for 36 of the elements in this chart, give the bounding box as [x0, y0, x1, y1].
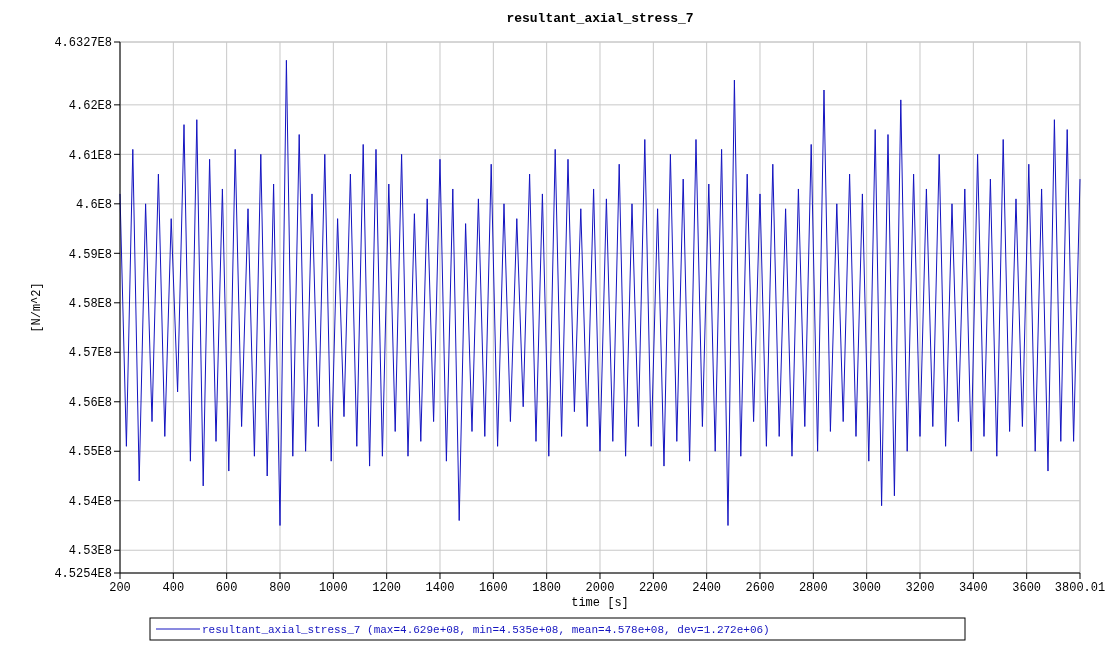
x-tick-label: 3800.01	[1054, 581, 1106, 595]
x-tick-label: 2400	[692, 581, 722, 595]
y-axis-title: [N/m^2]	[30, 282, 44, 333]
y-tick-label: 4.5254E8	[54, 567, 112, 582]
y-tick-label: 4.61E8	[68, 148, 112, 163]
y-tick-label: 4.54E8	[68, 494, 112, 509]
x-tick-label: 3200	[905, 581, 935, 595]
x-tick-label: 2600	[745, 581, 775, 595]
legend-label: resultant_axial_stress_7 (max=4.629e+08, min=4.535e+08, mean=4.578e+08, dev=1.272e+06)	[202, 624, 770, 636]
chart-title: resultant_axial_stress_7	[506, 11, 694, 26]
x-tick-label: 2800	[798, 581, 828, 595]
y-tick-label: 4.53E8	[68, 544, 112, 559]
y-tick-label: 4.57E8	[68, 346, 112, 361]
x-tick-label: 400	[162, 581, 185, 595]
x-tick-label: 3400	[958, 581, 988, 595]
y-tick-label: 4.56E8	[68, 395, 112, 410]
y-tick-label: 4.59E8	[68, 247, 112, 262]
x-tick-label: 1600	[478, 581, 508, 595]
y-tick-label: 4.62E8	[68, 99, 112, 114]
x-tick-label: 3600	[1012, 581, 1042, 595]
y-tick-label: 4.55E8	[68, 445, 112, 460]
x-tick-label: 600	[215, 581, 238, 595]
x-tick-label: 200	[109, 581, 131, 595]
x-tick-label: 1200	[372, 581, 402, 595]
x-tick-label: 2000	[585, 581, 615, 595]
line-series	[119, 59, 1081, 526]
y-tick-label: 4.6E8	[75, 198, 112, 213]
x-tick-label: 1000	[318, 581, 348, 595]
x-tick-label: 2200	[638, 581, 668, 595]
x-tick-label: 1800	[532, 581, 562, 595]
y-tick-label: 4.6327E8	[54, 36, 112, 51]
x-tick-label: 800	[269, 581, 291, 595]
x-tick-label: 3000	[852, 581, 882, 595]
x-axis-title: time [s]	[571, 596, 629, 610]
x-tick-label: 1400	[425, 581, 455, 595]
y-tick-label: 4.58E8	[68, 297, 112, 311]
